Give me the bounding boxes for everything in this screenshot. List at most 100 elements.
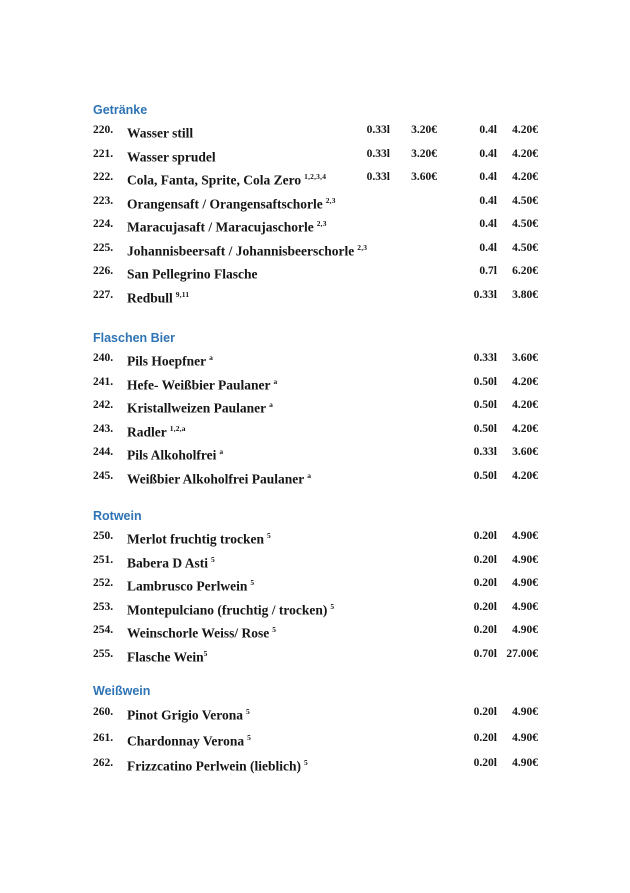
item-volume-small: 0.33l bbox=[366, 124, 390, 136]
item-volume-large: 0.33l bbox=[473, 446, 497, 458]
item-price-large: 4.90€ bbox=[512, 706, 538, 718]
menu-item-row: 226. San Pellegrino Flasche 0.7l 6.20€ bbox=[93, 261, 538, 285]
item-number: 250. bbox=[93, 530, 114, 542]
item-footnote-marks: 9,11 bbox=[175, 289, 190, 299]
item-footnote-marks: a bbox=[219, 447, 224, 456]
item-footnote-marks: 2,3 bbox=[357, 242, 368, 252]
menu-item-row: 244. Pils Alkoholfrei a 0.33l 3.60€ bbox=[93, 442, 538, 466]
item-footnote-marks: 5 bbox=[211, 554, 215, 564]
item-volume-small: 0.33l bbox=[366, 171, 390, 183]
item-footnote-marks: a bbox=[269, 400, 274, 409]
item-price-large: 4.50€ bbox=[512, 194, 538, 207]
item-price-small bbox=[390, 573, 437, 597]
item-volume-large: 0.4l bbox=[479, 241, 497, 254]
item-footnote-marks: 5 bbox=[203, 648, 208, 658]
item-footnote-marks: 2,3 bbox=[316, 219, 327, 228]
drinks-menu: Getränke 220. Wasser still 0.33l 3.20€ 0.4l 4.… bbox=[93, 100, 538, 778]
item-price-small bbox=[390, 238, 437, 262]
item-price-small bbox=[390, 191, 437, 215]
item-name: Frizzcatino Perlwein (lieblich) bbox=[127, 758, 301, 774]
item-volume-small bbox=[340, 285, 390, 309]
item-number: 223. bbox=[93, 194, 114, 207]
section-title: Flaschen Bier bbox=[93, 331, 175, 345]
item-name: Montepulciano (fruchtig / trocken) bbox=[127, 602, 328, 617]
item-name: Flasche Wein bbox=[127, 649, 204, 664]
menu-item-row: 253. Montepulciano (fruchtig / trocken) 5 0… bbox=[93, 597, 538, 621]
item-volume-large: 0.20l bbox=[473, 731, 497, 744]
item-volume-large: 0.20l bbox=[473, 757, 497, 769]
item-name-cell: Redbull 9,11 bbox=[127, 285, 340, 309]
menu-item-row: 223. Orangensaft / Orangensaftschorle 2,3 0… bbox=[93, 191, 538, 215]
item-volume-small bbox=[340, 214, 390, 238]
item-name: Wasser sprudel bbox=[127, 149, 216, 164]
item-name-cell: Chardonnay Verona 5 bbox=[127, 727, 340, 753]
item-volume-small bbox=[340, 442, 390, 466]
item-name-cell: Kristallweizen Paulaner a bbox=[127, 395, 340, 419]
item-name-cell: Pinot Grigio Verona 5 bbox=[127, 701, 340, 727]
item-price-small bbox=[390, 348, 437, 372]
item-name-cell: Maracujasaft / Maracujaschorle 2,3 bbox=[127, 214, 340, 238]
item-volume-small bbox=[340, 466, 390, 490]
item-name-cell: Merlot fruchtig trocken 5 bbox=[127, 526, 340, 550]
item-volume-small bbox=[340, 261, 390, 285]
item-price-small bbox=[390, 395, 437, 419]
item-name: Pinot Grigio Verona bbox=[127, 707, 244, 723]
item-name-cell: Wasser still bbox=[127, 120, 340, 144]
item-name: San Pellegrino Flasche bbox=[127, 266, 258, 282]
item-price-large: 4.20€ bbox=[512, 171, 538, 183]
menu-item-row: 254. Weinschorle Weiss/ Rose 5 0.20l 4.90€ bbox=[93, 620, 538, 644]
item-name: Weinschorle Weiss/ Rose bbox=[127, 625, 270, 641]
item-name: Chardonnay Verona bbox=[127, 733, 245, 748]
item-footnote-marks: 5 bbox=[250, 578, 255, 587]
item-price-small bbox=[390, 727, 437, 753]
item-footnote-marks: 5 bbox=[330, 601, 335, 611]
item-number: 252. bbox=[93, 577, 114, 589]
item-volume-small bbox=[340, 238, 390, 262]
item-number: 253. bbox=[93, 600, 114, 613]
item-price-small bbox=[390, 597, 437, 621]
item-volume-large: 0.20l bbox=[473, 706, 497, 718]
item-price-small bbox=[390, 442, 437, 466]
item-footnote-marks: 1,2,3,4 bbox=[304, 172, 327, 181]
item-price-large: 4.90€ bbox=[512, 731, 538, 744]
menu-item-row: 222. Cola, Fanta, Sprite, Cola Zero 1,2,3,… bbox=[93, 167, 538, 191]
item-price-large: 4.90€ bbox=[512, 530, 538, 542]
item-number: 262. bbox=[93, 757, 114, 769]
item-volume-small bbox=[340, 550, 390, 574]
menu-item-row: 224. Maracujasaft / Maracujaschorle 2,3 0.4… bbox=[93, 214, 538, 238]
item-volume-small bbox=[340, 419, 390, 443]
item-footnote-marks: 2,3 bbox=[325, 195, 336, 205]
item-price-large: 4.90€ bbox=[512, 553, 538, 566]
item-price-small bbox=[390, 214, 437, 238]
item-price-large: 4.90€ bbox=[512, 757, 538, 769]
item-name-cell: Wasser sprudel bbox=[127, 144, 340, 168]
item-footnote-marks: 5 bbox=[272, 625, 277, 634]
item-volume-large: 0.4l bbox=[479, 124, 497, 136]
item-volume-large: 0.20l bbox=[473, 600, 497, 613]
item-volume-small bbox=[340, 573, 390, 597]
item-volume-small bbox=[340, 701, 390, 727]
menu-item-row: 243. Radler 1,2,a 0.50l 4.20€ bbox=[93, 419, 538, 443]
item-number: 241. bbox=[93, 375, 114, 388]
item-number: 261. bbox=[93, 731, 114, 744]
item-number: 224. bbox=[93, 218, 114, 230]
item-volume-small bbox=[340, 526, 390, 550]
item-number: 244. bbox=[93, 446, 114, 458]
item-price-small: 3.20€ bbox=[411, 124, 437, 136]
item-footnote-marks: 1,2,a bbox=[169, 423, 186, 433]
item-price-small: 3.20€ bbox=[411, 147, 437, 160]
item-volume-small bbox=[340, 752, 390, 778]
item-footnote-marks: 5 bbox=[303, 758, 308, 767]
item-volume-small bbox=[340, 348, 390, 372]
item-name: Johannisbeersaft / Johannisbeerschorle bbox=[127, 243, 355, 258]
item-price-small bbox=[390, 752, 437, 778]
item-volume-small bbox=[340, 395, 390, 419]
item-name-cell: Flasche Wein5 bbox=[127, 644, 340, 668]
menu-item-row: 260. Pinot Grigio Verona 5 0.20l 4.90€ bbox=[93, 701, 538, 727]
item-volume-large: 0.70l bbox=[473, 647, 497, 660]
menu-section: Rotwein 250. Merlot fruchtig trocken 5 0.20l… bbox=[93, 506, 538, 667]
item-name-cell: Pils Hoepfner a bbox=[127, 348, 340, 372]
item-name-cell: Orangensaft / Orangensaftschorle 2,3 bbox=[127, 191, 340, 215]
item-name: Kristallweizen Paulaner bbox=[127, 400, 267, 416]
item-number: 220. bbox=[93, 124, 114, 136]
